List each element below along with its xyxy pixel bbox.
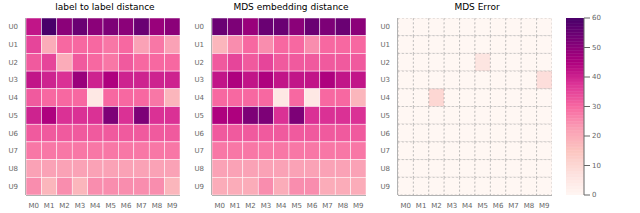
svg-text:30: 30 [592,103,601,111]
svg-text:60: 60 [592,14,601,22]
svg-text:M0: M0 [400,202,411,210]
svg-text:U9: U9 [380,183,390,191]
svg-text:M8: M8 [152,202,163,210]
svg-text:U2: U2 [8,59,18,67]
svg-text:U3: U3 [8,76,18,84]
svg-text:U2: U2 [194,59,204,67]
svg-text:U3: U3 [380,76,390,84]
svg-text:M5: M5 [105,202,116,210]
svg-text:M0: M0 [28,202,39,210]
svg-text:U0: U0 [194,23,204,31]
svg-text:U6: U6 [194,130,204,138]
svg-text:M5: M5 [291,202,302,210]
svg-text:M2: M2 [431,202,442,210]
svg-text:U5: U5 [194,112,204,120]
svg-text:M9: M9 [353,202,364,210]
svg-text:U4: U4 [380,94,390,102]
svg-text:U8: U8 [380,165,390,173]
svg-text:U1: U1 [194,41,204,49]
svg-text:U5: U5 [380,112,390,120]
svg-text:50: 50 [592,44,601,52]
svg-text:M6: M6 [493,202,504,210]
svg-text:M2: M2 [245,202,256,210]
html-text:MDS Error: MDS Error [454,2,500,12]
svg-text:U1: U1 [8,41,18,49]
svg-text:M1: M1 [416,202,427,210]
svg-text:M3: M3 [75,202,86,210]
svg-text:M4: M4 [276,202,287,210]
svg-text:10: 10 [592,162,601,170]
svg-text:M7: M7 [136,202,147,210]
svg-text:M3: M3 [447,202,458,210]
svg-text:U5: U5 [8,112,18,120]
svg-text:U2: U2 [380,59,390,67]
svg-text:U3: U3 [194,76,204,84]
svg-text:M6: M6 [121,202,132,210]
svg-text:M3: M3 [261,202,272,210]
svg-text:M4: M4 [90,202,101,210]
svg-text:M1: M1 [44,202,55,210]
svg-text:M7: M7 [508,202,519,210]
svg-text:U9: U9 [8,183,18,191]
svg-text:U6: U6 [8,130,18,138]
svg-text:20: 20 [592,132,601,140]
svg-text:U7: U7 [194,147,204,155]
svg-text:M8: M8 [524,202,535,210]
svg-text:U8: U8 [194,165,204,173]
svg-text:U0: U0 [380,23,390,31]
svg-text:M9: M9 [539,202,550,210]
html-text:MDS embedding distance: MDS embedding distance [233,2,349,12]
svg-text:U4: U4 [8,94,18,102]
svg-text:M5: M5 [477,202,488,210]
html-text:label to label distance: label to label distance [55,2,155,12]
svg-text:M9: M9 [167,202,178,210]
svg-text:M0: M0 [214,202,225,210]
svg-text:M1: M1 [230,202,241,210]
svg-text:M8: M8 [338,202,349,210]
svg-text:U7: U7 [8,147,18,155]
svg-text:40: 40 [592,73,601,81]
svg-text:U7: U7 [380,147,390,155]
svg-text:M6: M6 [307,202,318,210]
svg-text:U0: U0 [8,23,18,31]
svg-text:M7: M7 [322,202,333,210]
svg-text:M4: M4 [462,202,473,210]
svg-text:U9: U9 [194,183,204,191]
svg-text:U4: U4 [194,94,204,102]
svg-text:0: 0 [592,191,596,199]
svg-text:U8: U8 [8,165,18,173]
svg-text:U1: U1 [380,41,390,49]
svg-text:U6: U6 [380,130,390,138]
svg-text:M2: M2 [59,202,70,210]
